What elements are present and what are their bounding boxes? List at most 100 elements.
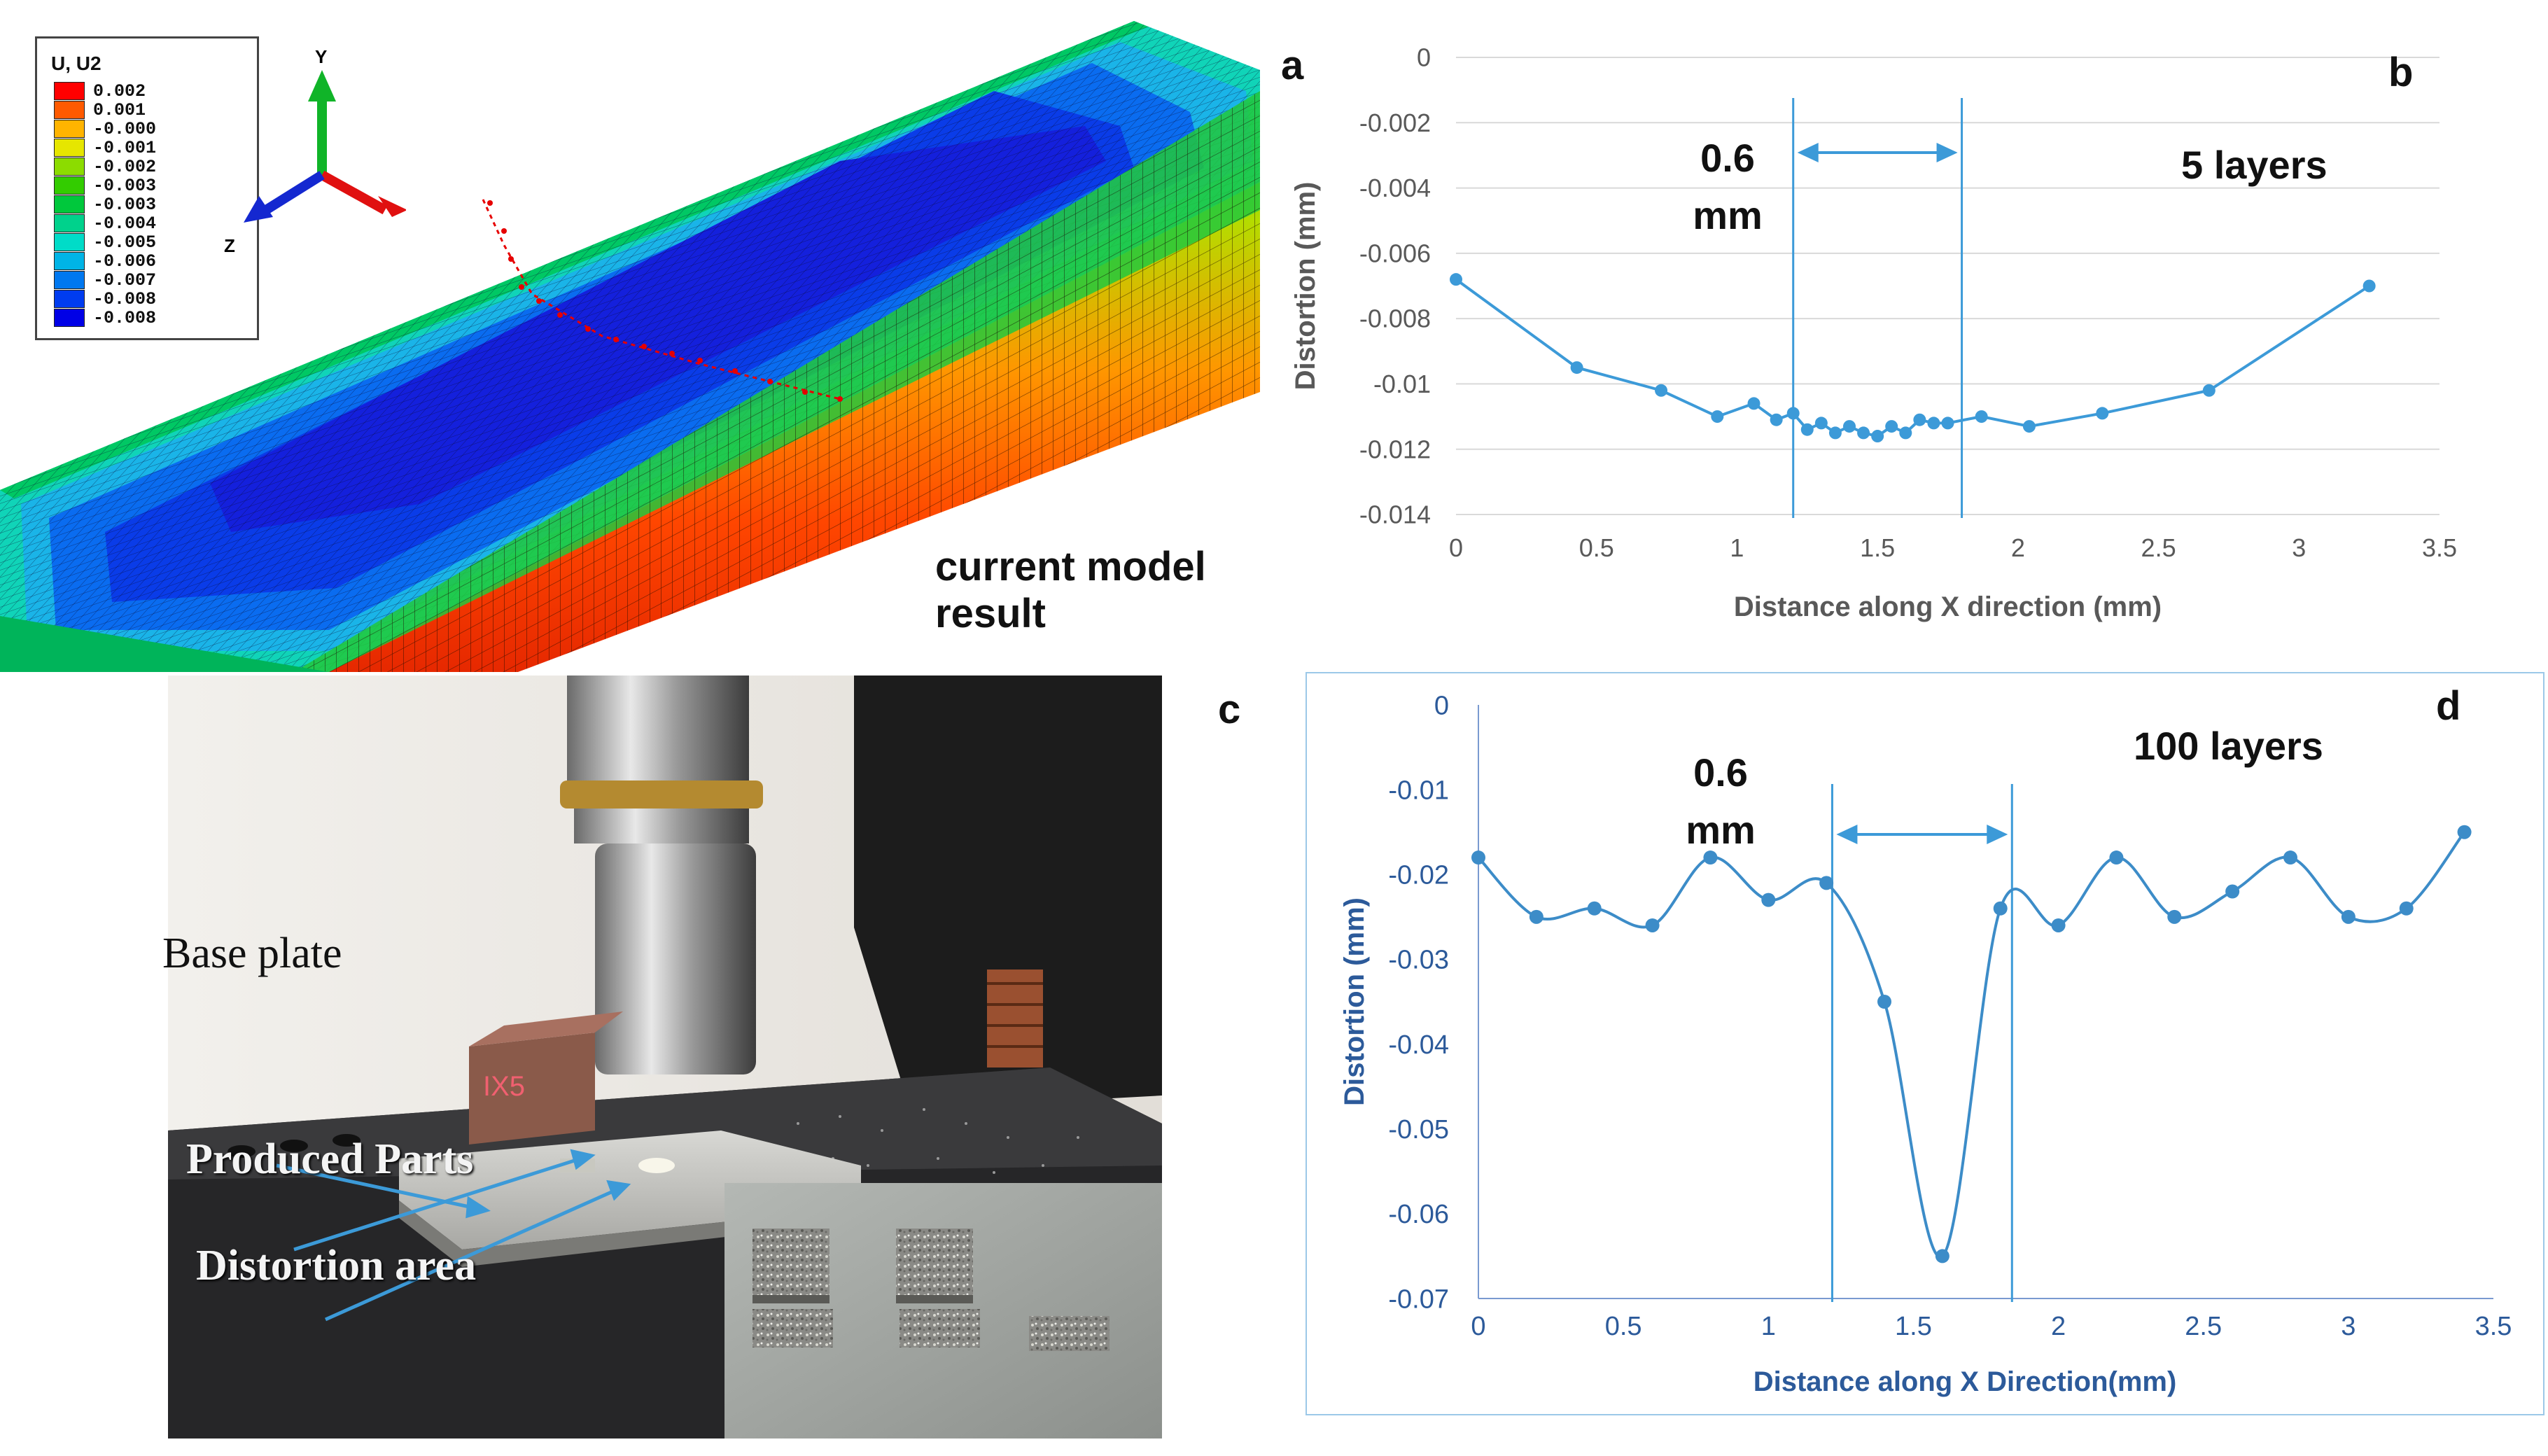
inset-parts (752, 1228, 1110, 1351)
legend-swatch (54, 214, 85, 232)
y-tick-label: -0.03 (1388, 946, 1449, 975)
legend-swatch (54, 271, 85, 289)
legend-row: -0.003 (54, 175, 157, 196)
data-point (2096, 407, 2109, 420)
label-base-plate: Base plate (162, 930, 342, 977)
table-dots (797, 1108, 1079, 1174)
legend-row: -0.007 (54, 270, 157, 290)
panel-a-fem-model: U, U2 0.002 0.001 -0.000 -0.001 -0.002 -0.003… (0, 0, 1260, 672)
data-point (1975, 410, 1988, 424)
table-holes (227, 1134, 360, 1158)
width-arrow-head-left (1797, 143, 1819, 162)
legend-row: -0.008 (54, 307, 157, 328)
y-tick-label: -0.07 (1388, 1284, 1449, 1314)
x-tick-label: 0 (1449, 533, 1463, 562)
x-tick-label: 3 (2292, 533, 2306, 562)
legend-row: -0.002 (54, 156, 157, 177)
data-point (2109, 850, 2124, 865)
data-point (2283, 850, 2297, 865)
data-point (1529, 909, 1544, 924)
x-tick-label: 0 (1471, 1312, 1485, 1341)
y-tick-label: -0.05 (1388, 1115, 1449, 1144)
data-point (2022, 420, 2036, 433)
data-point (1645, 918, 1660, 932)
y-axis-title: Distortion (mm) (1290, 182, 1321, 391)
axis-label-y: Y (315, 46, 327, 67)
series-line (1477, 831, 2466, 1259)
width-unit-label: mm (1686, 808, 1756, 852)
lpbf-machine-photo: IX5 (168, 676, 1162, 1438)
x-axis-title: Distance along X direction (mm) (1734, 592, 2162, 622)
annotation-arrows (276, 1149, 631, 1322)
spindle-lower (595, 844, 756, 1074)
fem-mesh-render (0, 21, 1260, 672)
data-point (1843, 420, 1856, 433)
legend-value: -0.006 (93, 251, 157, 272)
x-tick-label: 1 (1761, 1312, 1776, 1341)
data-point (1877, 995, 1891, 1009)
recoater-label: IX5 (483, 1071, 525, 1102)
legend-row: 0.001 (54, 99, 146, 120)
data-point (1570, 361, 1583, 374)
data-point (2457, 825, 2472, 839)
panel-a-caption: current model result (935, 544, 1206, 636)
plate-front-face (0, 616, 329, 672)
data-point (1471, 850, 1485, 865)
legend-swatch (54, 309, 85, 327)
panel-c-photo: IX5 Base plate Produced Parts Distortion… (162, 676, 1162, 1438)
legend-row: -0.006 (54, 251, 157, 272)
data-point (1899, 426, 1912, 440)
panel-b-chart: 0 -0.002 -0.004 -0.006 -0.008 -0.01 -0.012 -0.0… (1260, 0, 2548, 672)
legend-value: -0.008 (93, 307, 157, 328)
data-point (1819, 876, 1834, 890)
axis-triad: Y X Z (224, 46, 406, 252)
legend-swatch (54, 176, 85, 195)
x-tick-label: 1.5 (1860, 533, 1895, 562)
contour-legend: U, U2 0.002 0.001 -0.000 -0.001 -0.002 -0.003… (35, 36, 259, 340)
y-tick-label: -0.06 (1388, 1200, 1449, 1229)
legend-value: -0.000 (93, 118, 157, 139)
legend-swatch (54, 252, 85, 270)
data-point (1450, 273, 1462, 286)
data-point (1913, 413, 1926, 426)
data-point (1814, 416, 1828, 430)
y-tick-label: 0 (1417, 43, 1431, 72)
legend-value: -0.007 (93, 270, 157, 290)
data-point (2167, 909, 2182, 924)
base-plate (399, 1130, 861, 1250)
data-point (1941, 416, 1954, 430)
y-tick-label: -0.012 (1359, 435, 1431, 463)
legend-value: -0.002 (93, 156, 157, 177)
z-axis-arrow (244, 196, 273, 223)
legend-value: 0.001 (93, 99, 146, 120)
machine-housing (854, 676, 1162, 1110)
data-point (2051, 918, 2066, 932)
x-tick-label: 2.5 (2185, 1312, 2222, 1341)
legend-swatch (54, 290, 85, 308)
x-tick-label: 0.5 (1579, 533, 1614, 562)
data-point (2225, 884, 2240, 899)
x-tick-label: 3.5 (2475, 1312, 2512, 1341)
panel-letter-d: d (2436, 683, 2461, 729)
series-line (1455, 278, 2370, 438)
y-tick-label: -0.02 (1388, 861, 1449, 890)
y-tick-label: -0.014 (1359, 500, 1431, 529)
x-tick-label: 3 (2341, 1312, 2356, 1341)
chart-frame (1306, 672, 2544, 1415)
width-value-label: 0.6 (1700, 136, 1755, 180)
legend-value: -0.003 (93, 175, 157, 196)
x-tick-label: 0.5 (1605, 1312, 1642, 1341)
data-point (1761, 892, 1776, 907)
x-tick-label: 2.5 (2141, 533, 2176, 562)
data-point (1927, 416, 1940, 430)
width-arrow-head-right (1987, 825, 2008, 844)
legend-swatch (54, 158, 85, 176)
legend-row: -0.001 (54, 138, 156, 158)
legend-title: U, U2 (51, 52, 102, 74)
panel-letter-c: c (1218, 687, 1241, 732)
y-tick-label: -0.01 (1388, 776, 1449, 805)
width-arrow-head-right (1936, 143, 1958, 162)
recoater-block (469, 1032, 595, 1144)
legend-swatch (54, 195, 85, 214)
data-point (1935, 1249, 1949, 1264)
